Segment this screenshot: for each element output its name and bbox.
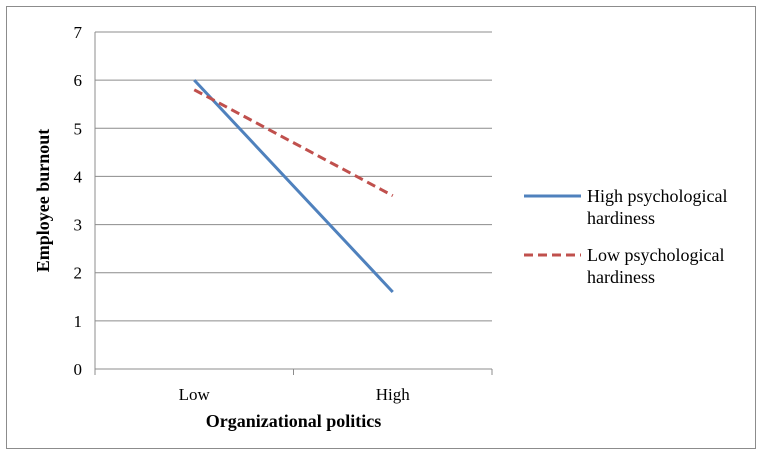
legend-label-line: hardiness <box>587 208 655 228</box>
y-tick-label: 0 <box>74 360 83 379</box>
legend-label: Low psychological hardiness <box>587 245 724 287</box>
y-tick-label: 1 <box>74 312 83 331</box>
legend-label-line: hardiness <box>587 267 655 287</box>
series-line-low-hardiness <box>193 88 394 198</box>
series-line-high-hardiness <box>193 79 394 293</box>
x-axis-title: Organizational politics <box>206 411 382 431</box>
legend-label-line: High psychological <box>587 186 727 206</box>
y-tick-label: 4 <box>74 167 83 186</box>
gridlines <box>95 31 492 322</box>
axes <box>94 32 493 375</box>
y-tick-label: 7 <box>74 23 83 42</box>
y-tick-label: 2 <box>74 264 83 283</box>
y-axis-title: Employee burnout <box>33 129 53 273</box>
series-lines <box>193 79 394 293</box>
x-tick-label: Low <box>179 385 211 404</box>
line-chart: 0 1 2 3 4 5 6 7 Low High Employee burnout Organi… <box>33 23 727 431</box>
chart-frame: 0 1 2 3 4 5 6 7 Low High Employee burnout Organi… <box>6 6 756 449</box>
legend-label: High psychological hardiness <box>587 186 727 228</box>
y-tick-label: 5 <box>74 119 83 138</box>
y-tick-label: 6 <box>74 71 83 90</box>
y-tick-label: 3 <box>74 216 83 235</box>
legend-label-line: Low psychological <box>587 245 724 265</box>
x-tick-label: High <box>376 385 411 404</box>
x-tick-labels: Low High <box>179 385 411 404</box>
y-tick-labels: 0 1 2 3 4 5 6 7 <box>74 23 83 379</box>
